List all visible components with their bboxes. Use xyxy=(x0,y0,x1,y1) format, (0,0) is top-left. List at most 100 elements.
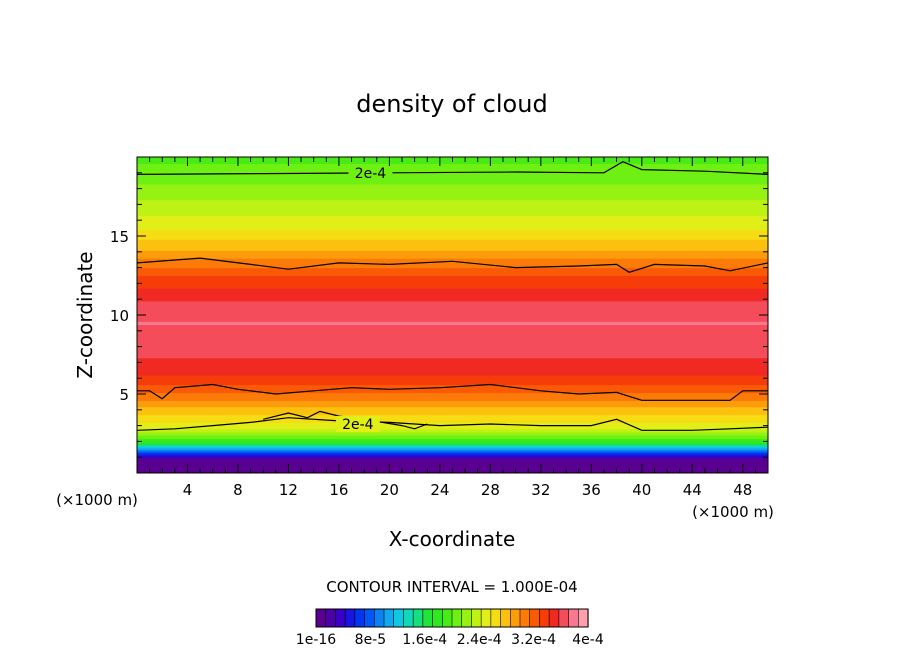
field-strip xyxy=(137,231,768,234)
field-strip xyxy=(137,175,768,179)
field-strip xyxy=(137,297,768,300)
field-strip xyxy=(137,215,768,218)
colorbar-swatch xyxy=(315,608,327,628)
contour-line xyxy=(137,383,768,401)
x-tick-label: 32 xyxy=(531,481,550,499)
field-strip xyxy=(137,329,768,332)
field-strip xyxy=(137,218,768,221)
field-strip xyxy=(137,367,768,370)
field-strip xyxy=(137,316,768,319)
colorbar-swatch xyxy=(548,608,560,628)
field-strip xyxy=(137,264,768,267)
field-strip xyxy=(137,384,768,387)
field-strip xyxy=(137,177,768,180)
field-strip xyxy=(137,422,768,425)
field-strip xyxy=(137,395,768,398)
field-strip xyxy=(137,362,768,365)
field-strip xyxy=(137,365,768,368)
field-strip xyxy=(137,349,768,352)
field-strip xyxy=(137,239,768,242)
field-strip xyxy=(137,420,768,424)
field-strip xyxy=(137,237,768,240)
contour-label-bg xyxy=(335,416,380,433)
field-strip xyxy=(137,172,768,175)
colorbar-swatch xyxy=(373,608,385,628)
colorbar-swatch xyxy=(344,608,356,628)
field-strip xyxy=(137,428,768,431)
colorbar-swatch xyxy=(325,608,337,628)
field-strip xyxy=(137,226,768,229)
field-strip xyxy=(137,332,768,335)
field-strip xyxy=(137,284,768,288)
field-strip xyxy=(137,458,768,461)
field-strip xyxy=(137,441,768,444)
field-strip xyxy=(137,311,768,315)
field-strip xyxy=(137,425,768,428)
field-strip xyxy=(137,277,768,280)
x-tick-label: 16 xyxy=(329,481,348,499)
colorbar-swatch xyxy=(354,608,366,628)
field-strip xyxy=(137,221,768,224)
field-strip xyxy=(137,321,768,324)
field-strip xyxy=(137,330,768,333)
field-strip xyxy=(137,439,768,442)
x-axis-ticks: 4 8 12 16 20 24 28 32 36 40 44 48 xyxy=(149,157,756,499)
field-strip xyxy=(137,387,768,390)
field-strip xyxy=(137,373,768,376)
field-strip xyxy=(137,161,768,164)
colorbar-swatch xyxy=(422,608,434,628)
field-strip xyxy=(137,236,768,239)
field-strip xyxy=(137,379,768,382)
field-strip xyxy=(137,340,768,343)
y-axis-ticks: 5 10 15 xyxy=(110,172,768,458)
field-strip xyxy=(137,166,768,169)
colorbar-frame xyxy=(315,608,589,628)
field-strip xyxy=(137,202,768,205)
field-strip xyxy=(137,333,768,337)
field-strip xyxy=(137,267,768,270)
field-strip xyxy=(137,286,768,289)
x-tick-label: 24 xyxy=(430,481,449,499)
field-strip xyxy=(137,436,768,439)
field-strip xyxy=(137,338,768,341)
field-strip xyxy=(137,378,768,381)
field-strip xyxy=(137,247,768,250)
field-strip xyxy=(137,324,768,327)
field-strip xyxy=(137,262,768,266)
field-strip xyxy=(137,351,768,354)
x-axis-label: X-coordinate xyxy=(389,527,516,551)
field-strip xyxy=(137,411,768,414)
field-strip xyxy=(137,180,768,183)
colorbar-swatch xyxy=(500,608,511,628)
field-strip xyxy=(137,212,768,215)
colorbar-swatch xyxy=(519,608,531,628)
field-strip xyxy=(137,207,768,210)
field-strip xyxy=(137,254,768,258)
colorbar-swatch xyxy=(432,608,443,628)
field-strip xyxy=(137,419,768,422)
field-strip xyxy=(137,454,768,457)
field-strip xyxy=(137,463,768,466)
field-strip xyxy=(137,308,768,311)
colorbar-label: 1.6e-4 xyxy=(402,632,447,648)
chart-title: density of cloud xyxy=(356,90,547,118)
field-strip xyxy=(137,401,768,405)
field-strip xyxy=(137,281,768,284)
y-tick-label: 5 xyxy=(119,386,129,404)
x-tick-label: 4 xyxy=(183,481,193,499)
field-strip xyxy=(137,213,768,217)
field-strip xyxy=(137,450,768,454)
field-strip xyxy=(137,256,768,259)
colorbar-labels: 1e-16 8e-5 1.6e-4 2.4e-4 3.2e-4 4e-4 xyxy=(296,632,604,648)
field-strip xyxy=(137,305,768,308)
field-strip xyxy=(137,455,768,458)
field-strip xyxy=(137,289,768,292)
field-strip xyxy=(137,417,768,420)
contour-labels: 2e-4 2e-4 xyxy=(335,164,393,433)
field-strip xyxy=(137,318,768,321)
field-strip xyxy=(137,292,768,296)
field-strip xyxy=(137,363,768,367)
field-strip xyxy=(137,185,768,188)
contour-interval-text: CONTOUR INTERVAL = 1.000E-04 xyxy=(326,578,577,596)
field-strip xyxy=(137,266,768,269)
